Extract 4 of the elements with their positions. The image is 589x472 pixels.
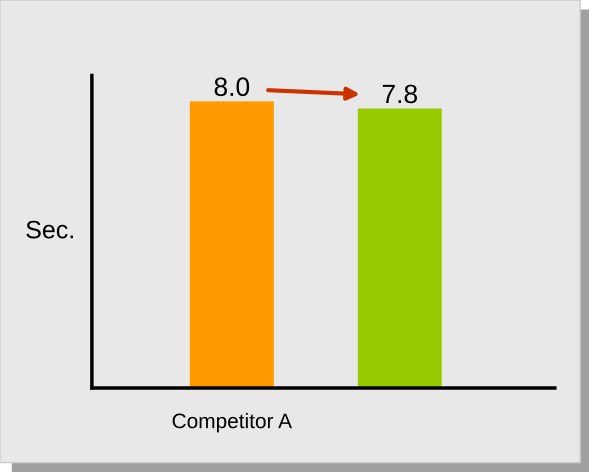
y-axis-title: Sec. <box>26 220 73 238</box>
data-label: 8.0 <box>214 77 250 96</box>
x-tick-label: Competitor A <box>172 412 292 432</box>
data-label: 7.8 <box>382 84 417 104</box>
